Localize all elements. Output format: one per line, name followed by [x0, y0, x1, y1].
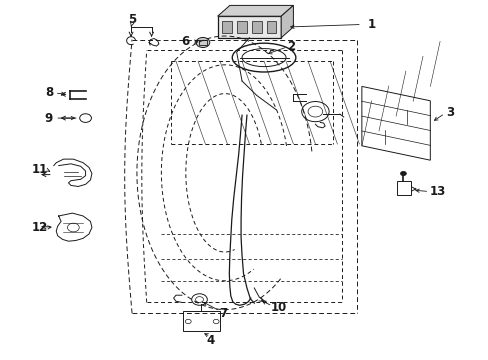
Text: 8: 8	[45, 86, 53, 99]
Text: 13: 13	[428, 185, 445, 198]
Text: 4: 4	[206, 334, 214, 347]
Bar	[251, 21, 261, 33]
Circle shape	[400, 171, 406, 176]
Text: 11: 11	[32, 163, 48, 176]
Text: 3: 3	[445, 106, 453, 119]
Polygon shape	[217, 5, 293, 16]
Bar	[396, 181, 410, 195]
Bar	[183, 311, 220, 331]
Bar	[266, 21, 276, 33]
Polygon shape	[281, 5, 293, 38]
Text: 6: 6	[182, 35, 189, 48]
Text: 7: 7	[219, 307, 226, 320]
Bar	[222, 21, 232, 33]
Text: 2: 2	[287, 40, 295, 53]
Bar	[198, 40, 207, 45]
Text: 12: 12	[32, 221, 48, 234]
Text: 10: 10	[270, 301, 286, 314]
Text: 9: 9	[45, 112, 53, 125]
Bar	[217, 16, 281, 38]
Text: 5: 5	[128, 13, 136, 26]
Text: 1: 1	[367, 18, 375, 31]
Circle shape	[196, 37, 209, 48]
Bar	[237, 21, 246, 33]
